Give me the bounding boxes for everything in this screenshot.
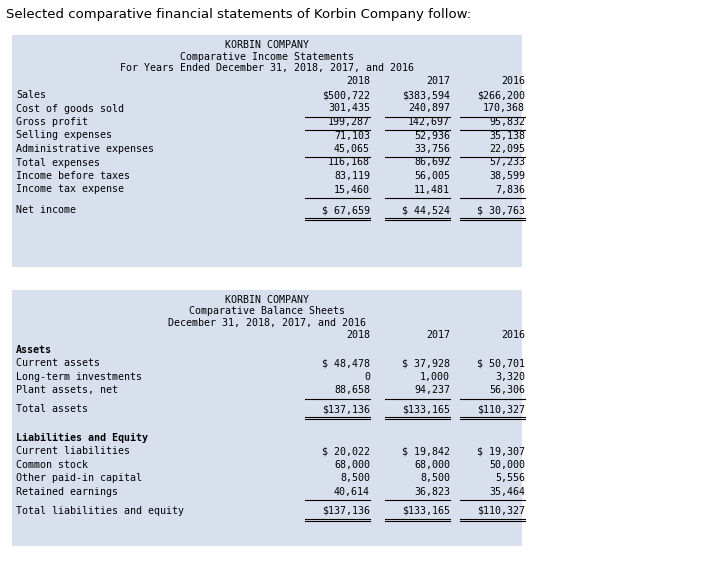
- Text: 35,138: 35,138: [489, 131, 525, 140]
- Text: 15,460: 15,460: [334, 185, 370, 194]
- Text: 86,692: 86,692: [414, 157, 450, 168]
- Text: $ 50,701: $ 50,701: [477, 359, 525, 368]
- Text: 56,306: 56,306: [489, 385, 525, 396]
- Text: $ 44,524: $ 44,524: [402, 205, 450, 215]
- Text: Selling expenses: Selling expenses: [16, 131, 112, 140]
- Text: $137,136: $137,136: [322, 506, 370, 516]
- Text: 56,005: 56,005: [414, 171, 450, 181]
- Text: 8,500: 8,500: [340, 473, 370, 483]
- Text: KORBIN COMPANY: KORBIN COMPANY: [225, 40, 309, 50]
- Text: $137,136: $137,136: [322, 404, 370, 414]
- Text: 301,435: 301,435: [328, 104, 370, 113]
- Text: Gross profit: Gross profit: [16, 117, 88, 127]
- Text: Common stock: Common stock: [16, 460, 88, 470]
- Text: Liabilities and Equity: Liabilities and Equity: [16, 433, 148, 443]
- Text: 22,095: 22,095: [489, 144, 525, 154]
- Text: 240,897: 240,897: [408, 104, 450, 113]
- Text: Selected comparative financial statements of Korbin Company follow:: Selected comparative financial statement…: [6, 8, 471, 21]
- FancyBboxPatch shape: [12, 35, 522, 267]
- Text: 116,168: 116,168: [328, 157, 370, 168]
- Text: $ 19,307: $ 19,307: [477, 446, 525, 456]
- Text: 142,697: 142,697: [408, 117, 450, 127]
- Text: 2018: 2018: [346, 75, 370, 86]
- Text: 5,556: 5,556: [495, 473, 525, 483]
- Text: $133,165: $133,165: [402, 506, 450, 516]
- Text: Comparative Income Statements: Comparative Income Statements: [180, 51, 354, 62]
- Text: 50,000: 50,000: [489, 460, 525, 470]
- Text: 2016: 2016: [501, 331, 525, 340]
- Text: 36,823: 36,823: [414, 487, 450, 496]
- Text: $ 37,928: $ 37,928: [402, 359, 450, 368]
- Text: For Years Ended December 31, 2018, 2017, and 2016: For Years Ended December 31, 2018, 2017,…: [120, 63, 414, 73]
- Text: Assets: Assets: [16, 345, 52, 355]
- Text: Comparative Balance Sheets: Comparative Balance Sheets: [189, 307, 345, 316]
- Text: $110,327: $110,327: [477, 506, 525, 516]
- Text: Total liabilities and equity: Total liabilities and equity: [16, 506, 184, 516]
- Text: 68,000: 68,000: [414, 460, 450, 470]
- Text: $110,327: $110,327: [477, 404, 525, 414]
- Text: 40,614: 40,614: [334, 487, 370, 496]
- Text: $133,165: $133,165: [402, 404, 450, 414]
- Text: Other paid-in capital: Other paid-in capital: [16, 473, 142, 483]
- Text: Administrative expenses: Administrative expenses: [16, 144, 154, 154]
- Text: 3,320: 3,320: [495, 372, 525, 382]
- Text: Current liabilities: Current liabilities: [16, 446, 130, 456]
- Text: 52,936: 52,936: [414, 131, 450, 140]
- Text: Income tax expense: Income tax expense: [16, 185, 124, 194]
- Text: 45,065: 45,065: [334, 144, 370, 154]
- Text: Long-term investments: Long-term investments: [16, 372, 142, 382]
- Text: 7,836: 7,836: [495, 185, 525, 194]
- Text: 57,233: 57,233: [489, 157, 525, 168]
- Text: $266,200: $266,200: [477, 90, 525, 100]
- Text: 8,500: 8,500: [420, 473, 450, 483]
- Text: 71,103: 71,103: [334, 131, 370, 140]
- Text: 170,368: 170,368: [483, 104, 525, 113]
- Text: 0: 0: [364, 372, 370, 382]
- Text: Plant assets, net: Plant assets, net: [16, 385, 118, 396]
- Text: KORBIN COMPANY: KORBIN COMPANY: [225, 295, 309, 305]
- Text: 94,237: 94,237: [414, 385, 450, 396]
- Text: 33,756: 33,756: [414, 144, 450, 154]
- Text: $ 20,022: $ 20,022: [322, 446, 370, 456]
- FancyBboxPatch shape: [12, 290, 522, 546]
- Text: 2018: 2018: [346, 331, 370, 340]
- Text: 1,000: 1,000: [420, 372, 450, 382]
- Text: $500,722: $500,722: [322, 90, 370, 100]
- Text: 199,287: 199,287: [328, 117, 370, 127]
- Text: Total expenses: Total expenses: [16, 157, 100, 168]
- Text: Sales: Sales: [16, 90, 46, 100]
- Text: Net income: Net income: [16, 205, 76, 215]
- Text: December 31, 2018, 2017, and 2016: December 31, 2018, 2017, and 2016: [168, 318, 366, 328]
- Text: 88,658: 88,658: [334, 385, 370, 396]
- Text: 2017: 2017: [426, 331, 450, 340]
- Text: Current assets: Current assets: [16, 359, 100, 368]
- Text: $ 19,842: $ 19,842: [402, 446, 450, 456]
- Text: 35,464: 35,464: [489, 487, 525, 496]
- Text: 95,832: 95,832: [489, 117, 525, 127]
- Text: 68,000: 68,000: [334, 460, 370, 470]
- Text: $383,594: $383,594: [402, 90, 450, 100]
- Text: 2017: 2017: [426, 75, 450, 86]
- Text: Cost of goods sold: Cost of goods sold: [16, 104, 124, 113]
- Text: Retained earnings: Retained earnings: [16, 487, 118, 496]
- Text: 38,599: 38,599: [489, 171, 525, 181]
- Text: Income before taxes: Income before taxes: [16, 171, 130, 181]
- Text: 11,481: 11,481: [414, 185, 450, 194]
- Text: 2016: 2016: [501, 75, 525, 86]
- Text: $ 67,659: $ 67,659: [322, 205, 370, 215]
- Text: Total assets: Total assets: [16, 404, 88, 414]
- Text: $ 48,478: $ 48,478: [322, 359, 370, 368]
- Text: $ 30,763: $ 30,763: [477, 205, 525, 215]
- Text: 83,119: 83,119: [334, 171, 370, 181]
